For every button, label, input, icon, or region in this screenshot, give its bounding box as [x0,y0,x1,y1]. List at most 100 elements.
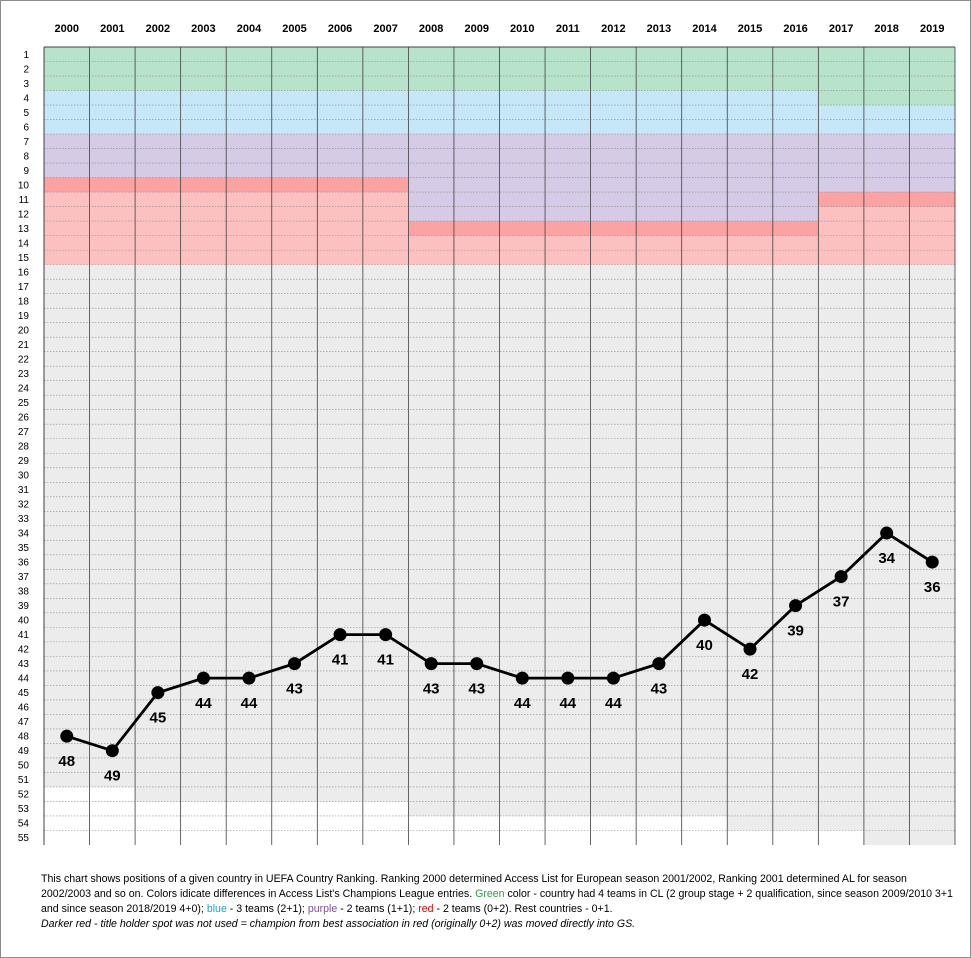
data-label-2014: 40 [696,637,713,654]
zone-purple-2017-2019 [818,134,956,193]
data-point-2017 [834,570,848,584]
year-tick-label: 2019 [920,23,944,35]
data-point-2009 [470,657,484,671]
zone-purple-2008-2016 [408,134,819,222]
year-tick-label: 2004 [237,23,262,35]
rank-tick-label: 55 [18,833,30,844]
data-label-2017: 37 [833,594,850,611]
year-tick-labels: 2000 2001 2002 2003 2004 2005 2006 2007 2008 2009… [55,23,945,35]
rank-tick-label: 12 [18,209,30,220]
rank-tick-label: 41 [18,630,30,641]
data-point-2002 [151,686,165,700]
rank-tick-label: 5 [23,108,29,119]
caption-purple-word: purple [307,903,338,915]
rank-tick-label: 27 [18,427,30,438]
data-point-2013 [652,657,666,671]
data-point-2019 [925,555,939,569]
rank-tick-label: 52 [18,790,30,801]
rank-tick-label: 39 [18,601,30,612]
rank-tick-label: 7 [23,137,29,148]
data-label-2007: 41 [377,652,394,669]
data-label-2001: 49 [104,768,121,785]
rank-tick-label: 45 [18,688,30,699]
data-label-2002: 45 [150,710,167,727]
data-point-2008 [424,657,438,671]
caption-blue-word: blue [206,903,227,915]
data-label-2009: 43 [468,681,485,698]
rank-tick-label: 19 [18,311,30,322]
data-label-2008: 43 [423,681,440,698]
rank-tick-label: 35 [18,543,30,554]
rank-tick-label: 46 [18,703,30,714]
data-point-2012 [606,671,620,685]
rank-tick-label: 21 [18,340,30,351]
rest-zone-2016 [772,264,819,831]
data-label-2011: 44 [559,695,576,712]
rank-tick-label: 14 [18,238,30,249]
data-point-2000 [60,729,74,743]
year-tick-label: 2016 [783,23,807,35]
data-label-2016: 39 [787,623,804,640]
data-label-2012: 44 [605,695,622,712]
caption-part3: - 3 teams (2+1); [226,903,308,915]
rank-tick-label: 25 [18,398,30,409]
data-point-2007 [379,628,393,642]
data-point-2003 [196,671,210,685]
rank-tick-label: 30 [18,471,30,482]
ranking-chart: 1234567891011121314151617181920212223242… [18,23,956,845]
rank-tick-label: 33 [18,514,30,525]
rank-tick-label: 26 [18,412,30,423]
data-point-2004 [242,671,256,685]
data-label-2006: 41 [332,652,349,669]
rank-tick-label: 32 [18,500,30,511]
rank-tick-label: 10 [18,180,30,191]
rank-tick-label: 47 [18,717,30,728]
zone-darker-red-2017-2019 [818,192,956,207]
rank-tick-label: 15 [18,253,30,264]
caption-part5: - 2 teams (0+2). Rest countries - 0+1. [433,903,613,915]
rest-zone-2004 [226,264,273,802]
rank-tick-label: 2 [23,64,29,75]
rest-zone-2012 [590,264,637,816]
series-layer: 48 49 45 44 44 43 41 41 43 43 44 44 44 43 40 42 39 37 34 36 [58,526,941,785]
caption-part2: color - country had 4 teams in CL (2 gro… [41,888,953,915]
rank-tick-label: 23 [18,369,30,380]
data-point-2015 [743,642,757,656]
year-tick-label: 2000 [55,23,79,35]
rank-tick-label: 22 [18,354,30,365]
rank-tick-label: 31 [18,485,30,496]
year-tick-label: 2007 [373,23,397,35]
data-point-2011 [561,671,575,685]
caption-part4: - 2 teams (1+1); [337,903,419,915]
rank-tick-label: 29 [18,456,30,467]
year-tick-label: 2012 [601,23,625,35]
rest-zone-2015 [727,264,774,831]
rank-tick-label: 42 [18,645,30,656]
rest-zone-2017 [818,264,865,831]
rank-tick-label: 49 [18,746,30,757]
data-label-2013: 43 [651,681,668,698]
caption-part1: This chart shows positions of a given co… [41,873,907,900]
year-tick-label: 2008 [419,23,443,35]
rank-tick-label: 34 [18,529,30,540]
year-tick-label: 2014 [692,23,717,35]
rest-zone-2007 [362,264,409,802]
rank-tick-label: 38 [18,587,30,598]
caption-red-word: red [418,903,434,915]
rest-zone-2000 [44,264,91,787]
zone-green-2017-2019 [818,47,956,106]
chart-caption: This chart shows positions of a given co… [41,872,956,932]
data-point-2006 [333,628,347,642]
rank-tick-label: 51 [18,775,30,786]
data-label-2004: 44 [241,695,258,712]
rank-tick-label: 37 [18,572,30,583]
rank-tick-label: 18 [18,296,30,307]
data-point-2001 [105,744,119,758]
year-tick-label: 2010 [510,23,534,35]
rank-tick-label: 8 [23,151,29,162]
rest-zone-2011 [545,264,592,816]
zone-blue-2000-2016 [44,90,819,135]
data-label-2010: 44 [514,695,531,712]
rank-tick-label: 24 [18,383,30,394]
rank-tick-label: 43 [18,659,30,670]
